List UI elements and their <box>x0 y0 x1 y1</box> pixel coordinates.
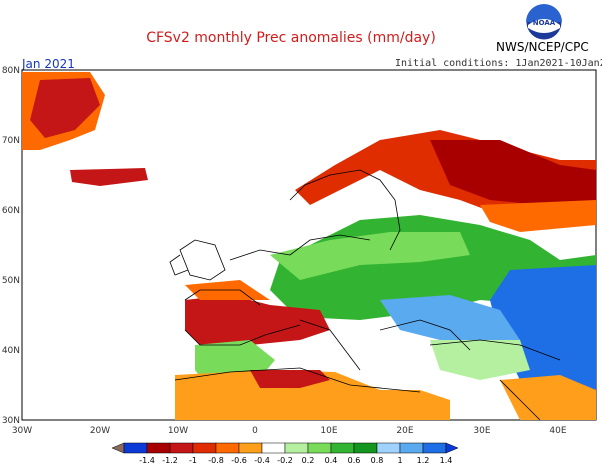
svg-text:NOAA: NOAA <box>533 19 556 27</box>
anomaly-greenland-red <box>30 78 100 138</box>
legend-swatch <box>284 442 309 454</box>
anomaly-map: 30W 20W 10W 0 10E 20E 30E 40E 30N 40N 50… <box>2 66 597 436</box>
anomaly-russia-red <box>430 140 596 205</box>
color-legend: -1.4 -1.2 -1 -0.8 -0.6 -0.4 -0.2 0.2 0.4 0.6 0.8 1 1… <box>111 442 459 465</box>
lat-label: 50N <box>2 276 20 286</box>
legend-swatch <box>146 442 171 454</box>
lat-label: 70N <box>2 136 20 146</box>
legend-swatch <box>353 442 378 454</box>
legend-label: 0.2 <box>302 456 315 465</box>
anomaly-russia-orange <box>480 200 596 232</box>
legend-swatch <box>399 442 424 454</box>
legend-swatch <box>215 442 240 454</box>
lon-label: 20W <box>90 426 110 436</box>
anomaly-levant <box>500 375 596 420</box>
legend-label: -0.4 <box>254 456 270 465</box>
legend-swatch <box>307 442 332 454</box>
legend-label: 0.8 <box>371 456 384 465</box>
lon-label: 30E <box>473 426 490 436</box>
legend-swatch <box>192 442 217 454</box>
noaa-logo: NOAA <box>525 3 563 41</box>
lat-label: 30N <box>2 416 20 426</box>
anomaly-turkey <box>430 340 530 380</box>
legend-swatch <box>169 442 194 454</box>
legend-label: -1.4 <box>139 456 155 465</box>
month-label: Jan 2021 <box>22 57 75 71</box>
legend-label: -1 <box>189 456 197 465</box>
map-title: CFSv2 monthly Prec anomalies (mm/day) <box>146 30 436 46</box>
initial-conditions: Initial conditions: 1Jan2021-10Jan2021 <box>395 58 602 69</box>
legend-arrow-high <box>445 442 459 454</box>
anomaly-light-green <box>270 232 470 280</box>
lat-label: 80N <box>2 66 20 76</box>
legend-label: -0.6 <box>231 456 247 465</box>
anomaly-fill <box>22 72 596 420</box>
legend-arrow-low <box>111 442 125 454</box>
legend-label: -1.2 <box>162 456 178 465</box>
lat-label: 40N <box>2 346 20 356</box>
lon-axis: 30W 20W 10W 0 10E 20E 30E 40E <box>12 426 567 436</box>
legend-swatch <box>422 442 447 454</box>
legend-label: 1.2 <box>417 456 430 465</box>
legend-label: 0.4 <box>325 456 338 465</box>
legend-label: -0.8 <box>208 456 224 465</box>
lon-label: 10E <box>320 426 337 436</box>
lon-label: 0 <box>252 426 258 436</box>
legend-swatch <box>261 442 286 454</box>
anomaly-north-africa <box>175 370 450 420</box>
legend-label: 0.6 <box>348 456 361 465</box>
legend-swatch <box>238 442 263 454</box>
lat-axis: 30N 40N 50N 60N 70N 80N <box>2 66 20 426</box>
legend-label: -0.2 <box>277 456 293 465</box>
legend-label: 1 <box>397 456 402 465</box>
coastlines <box>169 169 561 421</box>
anomaly-africa-red <box>250 370 330 388</box>
legend-label: 1.4 <box>440 456 453 465</box>
lat-label: 60N <box>2 206 20 216</box>
anomaly-iceland <box>70 168 148 186</box>
legend-swatch <box>123 442 148 454</box>
legend-swatch <box>330 442 355 454</box>
anomaly-balkan-blue <box>380 295 520 345</box>
anomaly-iberia <box>185 295 330 345</box>
legend-swatch <box>376 442 401 454</box>
lon-label: 40E <box>549 426 566 436</box>
lon-label: 10W <box>168 426 188 436</box>
agency-label: NWS/NCEP/CPC <box>496 40 589 54</box>
lon-label: 20E <box>396 426 413 436</box>
lon-label: 30W <box>12 426 32 436</box>
